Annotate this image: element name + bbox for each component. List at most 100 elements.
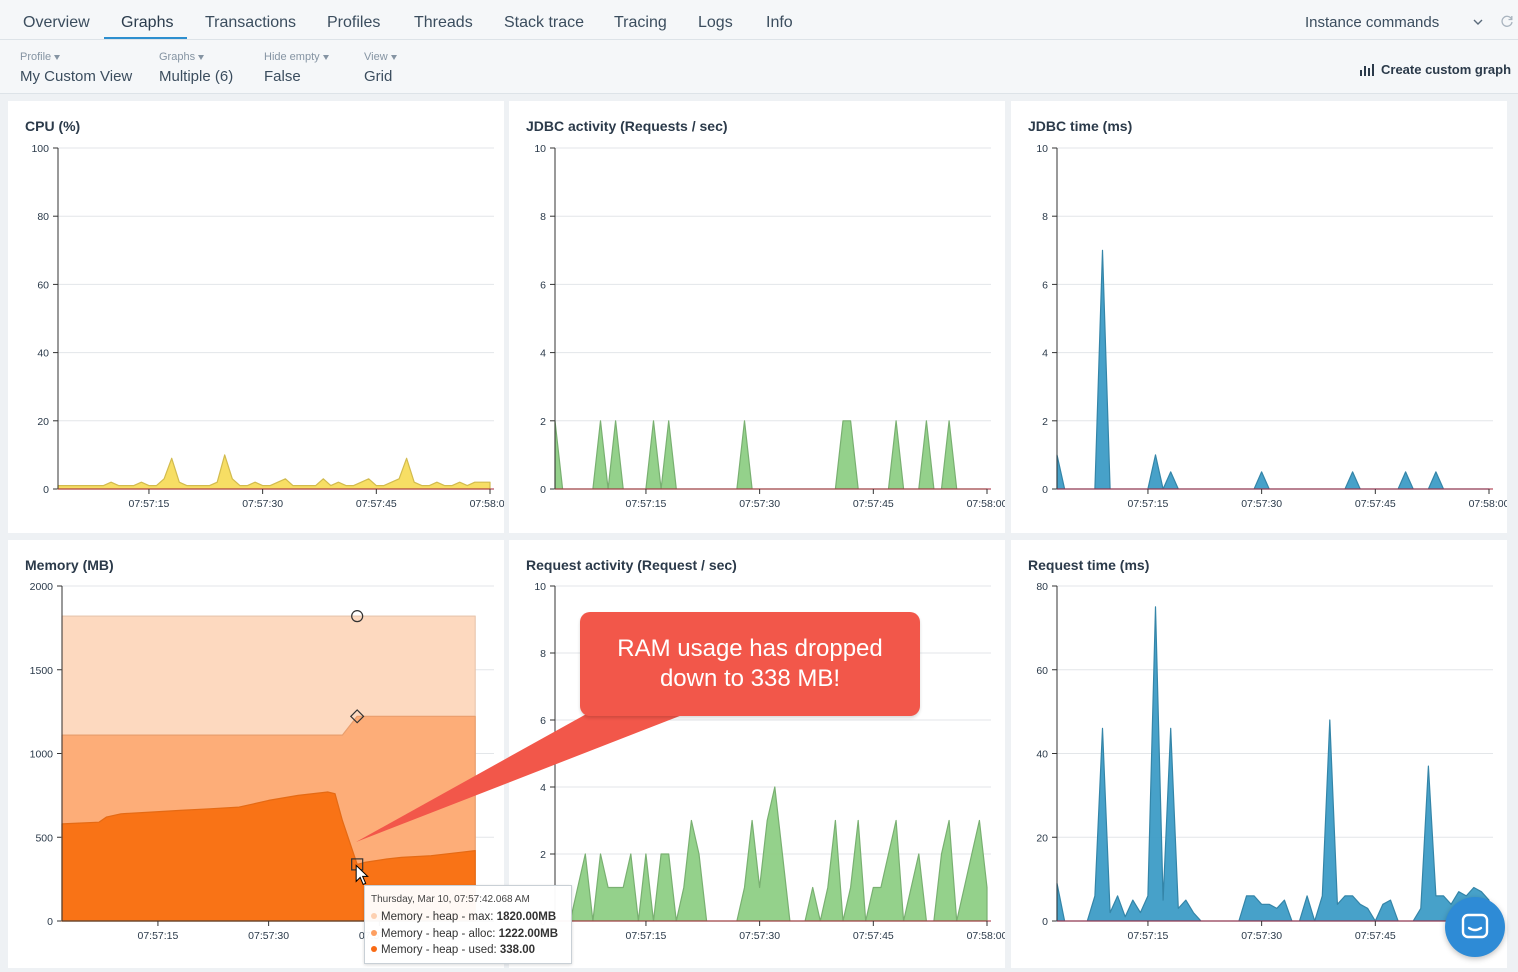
y-tick-label: 4 [1042,348,1048,360]
cpu-chart: 0 20 40 60 80 100 07:57:15 07:57:30 07:57:45 07:5… [31,143,504,510]
chevron-down-icon[interactable] [1472,16,1484,28]
y-tick-label: 80 [1036,581,1048,593]
y-tick-label: 4 [540,348,546,360]
y-tick-label: 10 [1036,143,1048,155]
chart-title: Request time (ms) [1028,557,1150,573]
caret-down-icon [322,54,329,60]
refresh-icon[interactable] [1500,14,1514,28]
chart-title: JDBC activity (Requests / sec) [526,118,728,134]
x-tick-label: 07:58:00 [1469,498,1507,510]
tooltip-label: Memory - heap - used: [381,944,500,956]
y-tick-label: 500 [35,832,53,844]
hide-empty-filter-label: Hide empty [264,51,320,63]
tooltip-row: Memory - heap - used: 338.00 [371,942,565,959]
tooltip-value: 1820.00MB [496,911,557,923]
hide-empty-filter[interactable]: Hide empty False [264,51,329,85]
tab-info[interactable]: Info [766,14,793,31]
tab-stack-trace[interactable]: Stack trace [504,14,585,31]
filter-bar: Profile My Custom View Graphs Multiple (… [0,40,1518,94]
y-tick-label: 10 [534,143,546,155]
tooltip-timestamp: Thursday, Mar 10, 07:57:42.068 AM [371,894,530,905]
y-tick-label: 6 [540,715,546,727]
annotation-callout: RAM usage has dropped down to 338 MB! [580,612,920,716]
y-tick-label: 0 [540,484,546,496]
y-tick-label: 1000 [30,749,54,761]
legend-dot [371,913,377,919]
x-tick-label: 07:57:15 [1128,498,1169,510]
jdbc-activity-chart-panel: JDBC activity (Requests / sec) 0 2 4 6 8 10 07… [509,101,1005,533]
x-tick-label: 07:57:30 [739,930,780,942]
tooltip-label: Memory - heap - max: [381,911,497,923]
y-tick-label: 0 [47,916,53,928]
x-tick-label: 07:57:30 [1241,930,1282,942]
y-tick-label: 40 [37,348,49,360]
graphs-filter[interactable]: Graphs Multiple (6) [159,51,233,85]
x-tick-label: 07:57:45 [1355,498,1396,510]
profile-filter[interactable]: Profile My Custom View [20,51,132,85]
chart-title: Request activity (Request / sec) [526,557,737,573]
y-tick-label: 2000 [30,581,54,593]
y-tick-label: 60 [37,279,49,291]
tooltip-label: Memory - heap - alloc: [381,927,499,940]
tab-logs[interactable]: Logs [698,14,733,31]
tab-profiles[interactable]: Profiles [327,14,381,31]
legend-dot [371,946,377,952]
create-custom-graph-button[interactable]: Create custom graph [1360,62,1511,77]
y-tick-label: 20 [37,416,49,428]
y-tick-label: 8 [540,648,546,660]
y-tick-label: 100 [31,143,49,155]
x-tick-label: 07:58:00 [470,498,504,510]
series-area [57,454,491,490]
tab-transactions[interactable]: Transactions [205,14,296,31]
x-tick-label: 07:57:15 [129,498,170,510]
cpu-chart-panel: CPU (%) 0 20 40 60 80 100 07:57:15 07:57:30 07:5… [8,101,504,533]
create-custom-graph-label: Create custom graph [1381,62,1512,77]
series-area [554,420,988,490]
tooltip-row: Memory - heap - max: 1820.00MB [371,909,565,926]
request-time-chart: 0 20 40 60 80 07:57:15 07:57:30 07:57:45 [1036,581,1493,942]
bar-chart-icon [1360,64,1374,76]
x-tick-label: 07:57:15 [626,930,667,942]
y-tick-label: 0 [43,484,49,496]
tab-threads[interactable]: Threads [414,14,473,31]
chat-launcher-button[interactable] [1445,897,1505,957]
tab-graphs[interactable]: Graphs [121,14,174,31]
y-tick-label: 80 [37,211,49,223]
chart-title: CPU (%) [25,118,81,134]
x-tick-label: 07:58:00 [967,930,1005,942]
view-filter-label: View [364,51,388,63]
active-tab-indicator [104,37,187,39]
jdbc-time-chart: 0 2 4 6 8 10 07:57:15 07:57:30 07:57:45 07:58:00 [1036,143,1507,510]
x-tick-label: 07:57:15 [1128,930,1169,942]
jdbc-activity-chart: 0 2 4 6 8 10 07:57:15 07:57:30 07:57:45 07:58:00 [534,143,1005,510]
x-tick-label: 07:57:15 [626,498,667,510]
y-tick-label: 60 [1036,665,1048,677]
tooltip-value: 338.00 [499,944,536,956]
request-activity-chart-panel: Request activity (Request / sec) 0246810… [509,540,1005,968]
caret-down-icon [390,54,397,60]
tab-tracing[interactable]: Tracing [614,14,667,31]
view-filter-value: Grid [364,68,393,85]
y-tick-label: 2 [540,416,546,428]
request-time-chart-panel: Request time (ms) 0 20 40 60 80 07:57:15 07:57… [1011,540,1507,968]
y-tick-label: 10 [534,581,546,593]
y-tick-label: 2 [1042,416,1048,428]
tab-overview[interactable]: Overview [23,14,90,31]
x-tick-label: 07:57:30 [242,498,283,510]
y-tick-label: 1500 [30,665,54,677]
view-filter[interactable]: View Grid [364,51,397,85]
hide-empty-filter-value: False [264,68,301,85]
tooltip-row: Memory - heap - alloc: 1222.00MB [371,926,565,943]
graphs-filter-label: Graphs [159,51,196,63]
chart-tooltip: Thursday, Mar 10, 07:57:42.068 AM Memory… [364,885,572,964]
mouse-cursor-icon [355,864,369,886]
instance-commands-dropdown[interactable]: Instance commands [1305,14,1440,31]
y-tick-label: 4 [540,782,546,794]
y-tick-label: 20 [1036,832,1048,844]
x-tick-label: 07:57:15 [137,930,178,942]
top-tab-bar: Overview Graphs Transactions Profiles Th… [0,0,1518,40]
caret-down-icon [198,54,205,60]
jdbc-time-chart-panel: JDBC time (ms) 0 2 4 6 8 10 07:57:15 07:57:30 07… [1011,101,1507,533]
y-tick-label: 8 [540,211,546,223]
